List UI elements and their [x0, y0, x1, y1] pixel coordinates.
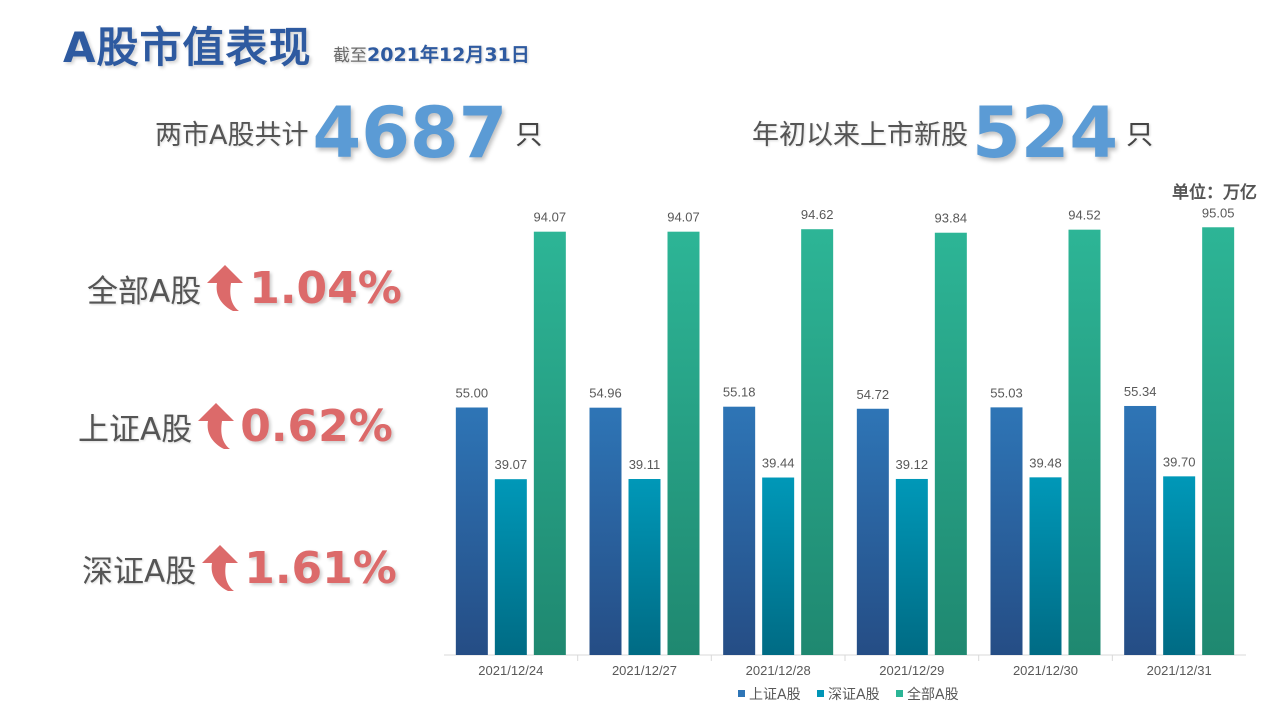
total-stocks-value: 4687 — [312, 92, 508, 174]
metric-sh-a: 上证A股 0.62% — [78, 396, 408, 456]
legend-swatch — [896, 690, 903, 697]
bar — [801, 229, 834, 655]
bar — [934, 232, 967, 655]
legend-swatch — [817, 690, 824, 697]
x-tick-label: 2021/12/31 — [1147, 663, 1212, 678]
bar — [628, 479, 661, 655]
data-label: 39.12 — [896, 457, 929, 472]
data-label: 94.52 — [1068, 208, 1101, 223]
up-arrow-icon — [198, 403, 235, 449]
metric-label: 深证A股 — [82, 553, 197, 590]
x-tick-label: 2021/12/24 — [478, 663, 543, 678]
data-label: 55.34 — [1124, 384, 1157, 399]
bar — [762, 477, 795, 655]
data-label: 54.72 — [857, 387, 890, 402]
bar — [667, 231, 700, 655]
page-subtitle: 截至2021年12月31日 — [333, 40, 530, 67]
total-stocks-unit: 只 — [515, 120, 543, 151]
data-label: 39.48 — [1029, 455, 1062, 470]
metric-sz-a: 深证A股 1.61% — [82, 538, 412, 598]
metric-value: 1.61% — [244, 542, 397, 594]
data-label: 39.11 — [629, 457, 661, 472]
metric-value: 0.62% — [240, 400, 393, 452]
legend-label: 全部A股 — [907, 686, 959, 703]
bar — [1068, 229, 1101, 655]
up-arrow-icon — [207, 265, 244, 311]
page-title: A股市值表现 — [63, 23, 312, 72]
x-tick-label: 2021/12/28 — [746, 663, 811, 678]
total-stocks-label: 两市A股共计 — [155, 120, 309, 151]
new-listings-label: 年初以来上市新股 — [752, 120, 968, 151]
data-label: 39.44 — [762, 456, 795, 471]
metric-label: 全部A股 — [87, 273, 202, 310]
data-label: 93.84 — [935, 211, 968, 226]
bar — [1124, 405, 1157, 655]
data-label: 94.07 — [534, 210, 567, 225]
total-stocks-headline: 两市A股共计 4687 只 — [155, 98, 542, 168]
bar — [895, 478, 928, 655]
bar — [533, 231, 566, 655]
data-label: 55.18 — [723, 385, 756, 400]
x-tick-label: 2021/12/27 — [612, 663, 677, 678]
bar — [1202, 227, 1235, 655]
bar — [990, 407, 1023, 655]
new-listings-headline: 年初以来上市新股 524 只 — [752, 98, 1153, 168]
metric-value: 1.04% — [249, 262, 402, 314]
new-listings-value: 524 — [972, 92, 1119, 174]
legend-label: 深证A股 — [828, 687, 880, 703]
data-label: 94.07 — [667, 210, 700, 225]
chart-unit-label: 单位：万亿 — [1172, 183, 1257, 203]
bar — [1163, 476, 1196, 655]
up-arrow-icon — [202, 545, 239, 591]
data-label: 94.62 — [801, 207, 834, 222]
x-tick-label: 2021/12/29 — [879, 663, 944, 678]
bar — [1029, 477, 1062, 655]
data-label: 54.96 — [589, 386, 622, 401]
bar — [494, 479, 527, 655]
subtitle-date: 2021年12月31日 — [367, 44, 530, 66]
x-tick-label: 2021/12/30 — [1013, 663, 1078, 678]
data-label: 55.00 — [456, 386, 489, 401]
metric-label: 上证A股 — [78, 411, 193, 448]
subtitle-prefix: 截至 — [333, 46, 367, 66]
data-label: 55.03 — [990, 385, 1023, 400]
bar — [723, 406, 756, 655]
metric-all-a: 全部A股 1.04% — [87, 258, 417, 318]
bar — [856, 408, 889, 655]
data-label: 95.05 — [1202, 205, 1235, 220]
legend-swatch — [738, 690, 745, 697]
new-listings-unit: 只 — [1126, 120, 1154, 151]
data-label: 39.70 — [1163, 454, 1196, 469]
legend-label: 上证A股 — [749, 687, 801, 703]
bar — [455, 407, 488, 655]
data-label: 39.07 — [495, 457, 528, 472]
bar — [589, 407, 622, 655]
